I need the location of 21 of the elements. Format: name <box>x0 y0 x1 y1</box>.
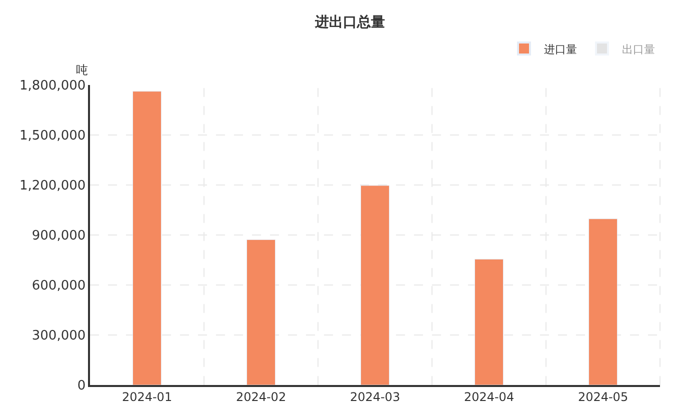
legend-label: 进口量 <box>544 42 577 56</box>
bar <box>588 218 618 385</box>
bar <box>360 185 390 385</box>
y-tick-label: 1,200,000 <box>19 178 86 194</box>
x-tick-label: 2024-02 <box>236 390 286 404</box>
y-tick-label: 1,800,000 <box>19 78 86 94</box>
x-tick-label: 2024-01 <box>122 390 172 404</box>
bar <box>474 258 504 385</box>
bar <box>246 239 276 385</box>
legend-label: 出口量 <box>622 42 655 56</box>
y-tick-label: 300,000 <box>32 328 86 344</box>
y-axis-title: 吨 <box>76 63 88 77</box>
y-tick-label: 0 <box>77 378 86 394</box>
chart-title: 进出口总量 <box>314 14 385 31</box>
x-tick-label: 2024-03 <box>350 390 400 404</box>
y-tick-label: 1,500,000 <box>19 128 86 144</box>
y-tick-label: 900,000 <box>32 228 86 244</box>
bar <box>132 91 162 385</box>
x-tick-label: 2024-04 <box>464 390 514 404</box>
y-tick-label: 600,000 <box>32 278 86 294</box>
x-tick-label: 2024-05 <box>578 390 628 404</box>
